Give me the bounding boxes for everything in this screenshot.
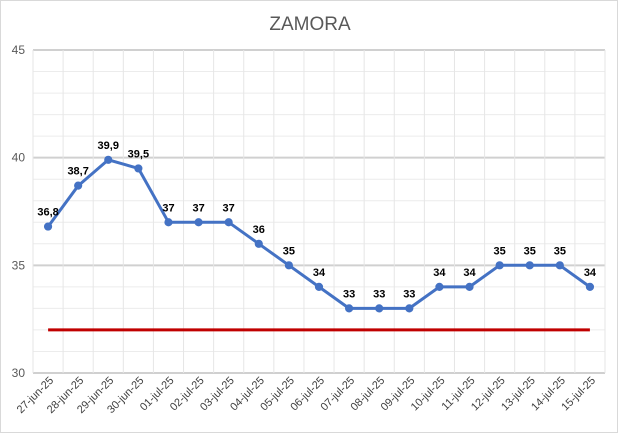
data-label: 33 <box>403 288 415 300</box>
data-point <box>74 181 83 190</box>
data-labels: 36,8 38,7 39,9 39,5 37 37 37 36 35 34 33 33 33 34 34 35… <box>37 140 597 301</box>
series-markers <box>43 155 595 313</box>
data-label: 39,9 <box>98 140 119 152</box>
chart-title: ZAMORA <box>269 14 351 35</box>
data-label: 36 <box>253 224 265 236</box>
data-label: 38,7 <box>67 166 88 178</box>
y-axis-tick-labels: 30 35 40 45 <box>12 43 26 380</box>
data-label: 34 <box>313 267 326 279</box>
data-label: 37 <box>192 202 204 214</box>
y-tick-label: 30 <box>12 366 26 380</box>
data-point <box>555 261 564 270</box>
data-point <box>224 218 233 227</box>
data-point <box>585 282 595 291</box>
data-label: 35 <box>494 245 506 257</box>
series-lines <box>46 158 591 332</box>
data-label: 34 <box>433 267 446 279</box>
data-label: 34 <box>463 267 476 279</box>
data-label: 37 <box>223 202 235 214</box>
data-label: 35 <box>524 245 536 257</box>
data-point <box>314 282 324 291</box>
data-point <box>104 155 113 164</box>
data-label: 39,5 <box>128 148 149 160</box>
y-tick-label: 35 <box>12 258 26 272</box>
data-label: 33 <box>343 288 355 300</box>
x-axis-tick-labels: 27-jun-2528-jun-2529-jun-2530-jun-2501-j… <box>15 375 598 416</box>
data-point <box>254 239 263 248</box>
data-point <box>194 218 203 227</box>
data-point <box>164 218 173 227</box>
y-tick-label: 45 <box>12 43 26 57</box>
data-point <box>525 261 534 270</box>
data-label: 35 <box>283 245 295 257</box>
data-point <box>435 282 444 291</box>
y-tick-label: 40 <box>12 151 26 165</box>
data-label: 36,8 <box>37 207 58 219</box>
data-label: 34 <box>584 267 597 279</box>
data-label: 35 <box>554 245 566 257</box>
data-label: 37 <box>162 202 174 214</box>
gridlines <box>32 49 606 374</box>
data-point <box>495 261 504 270</box>
data-point <box>345 304 354 313</box>
data-point <box>375 304 384 313</box>
data-label: 33 <box>373 288 385 300</box>
data-point <box>284 261 293 270</box>
data-point <box>134 164 143 173</box>
data-point <box>405 304 414 313</box>
data-point <box>465 282 474 291</box>
data-point <box>43 222 53 231</box>
